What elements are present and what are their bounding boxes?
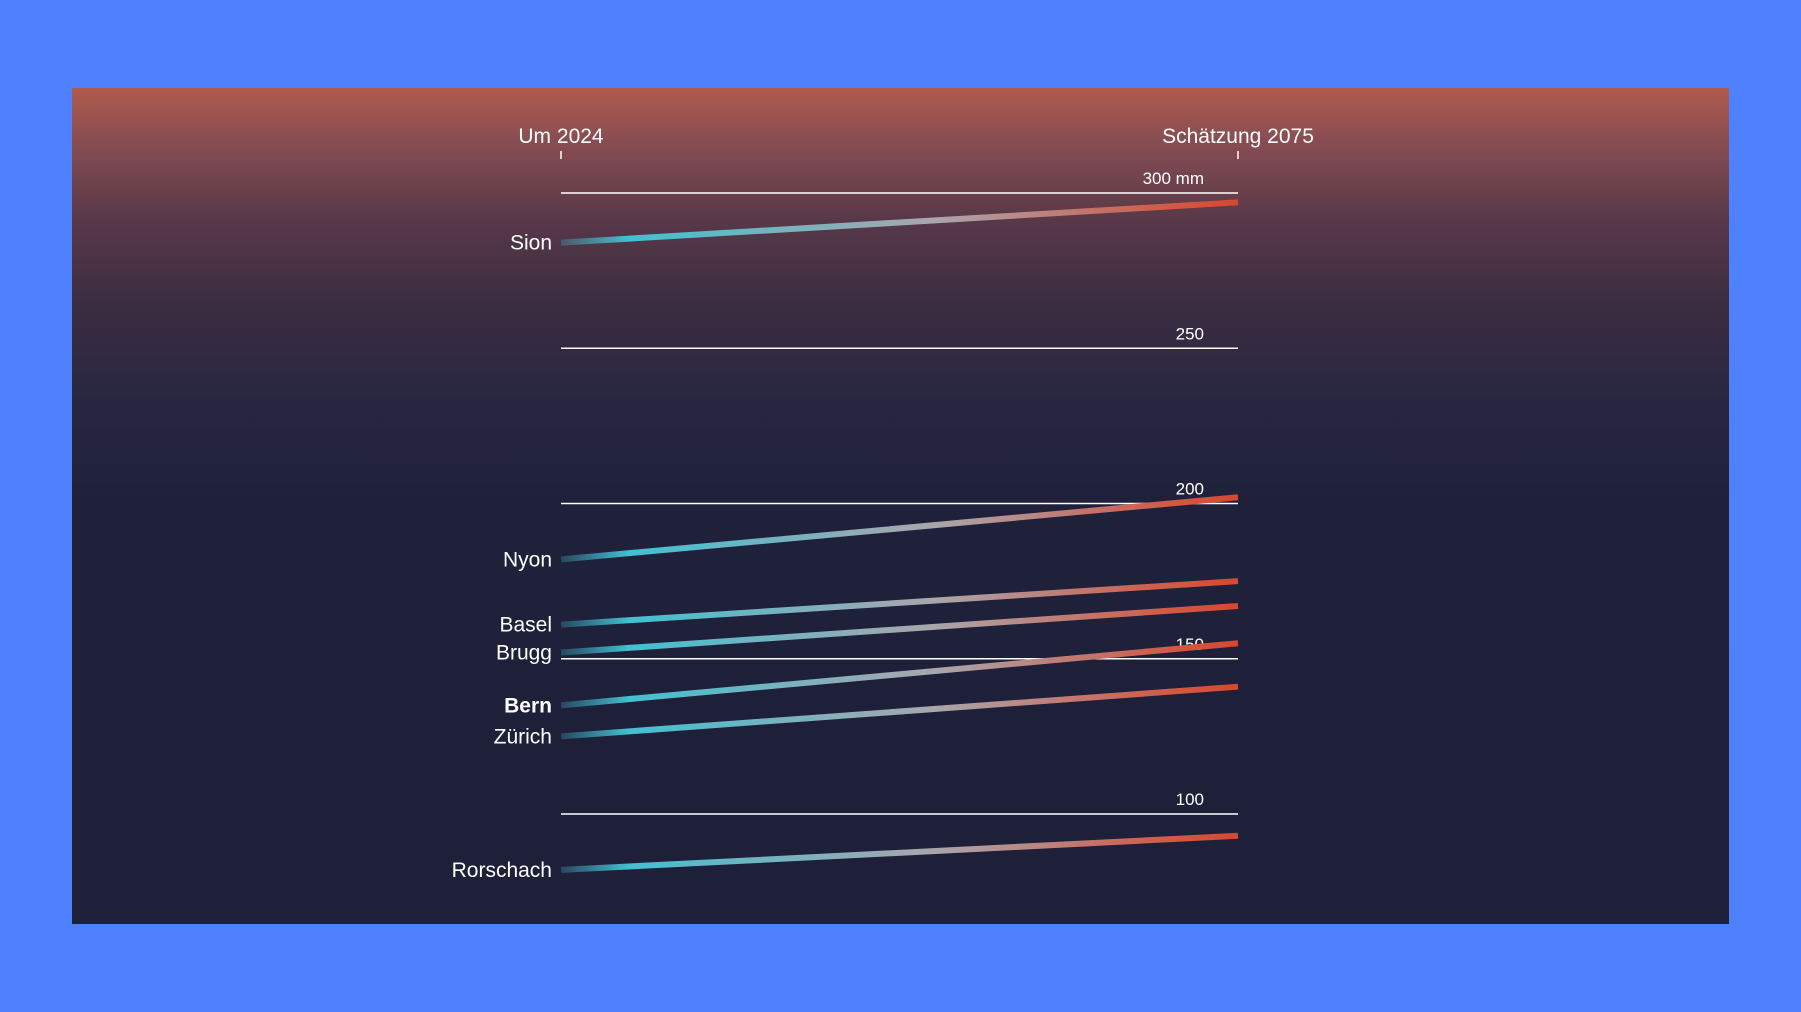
series-label-sion: Sion: [510, 232, 552, 255]
series-label-nyon: Nyon: [503, 548, 552, 571]
series-line-rorschach: [560, 832, 1239, 873]
series-label-rorschach: Rorschach: [452, 859, 552, 882]
column-label-end: Schätzung 2075: [1162, 125, 1314, 148]
column-label-start: Um 2024: [518, 125, 604, 148]
series-line-zürich: [560, 683, 1239, 740]
series-line-basel: [560, 578, 1239, 628]
series-line-brugg: [560, 602, 1239, 656]
series-label-brugg: Brugg: [496, 642, 552, 665]
series-line-bern: [560, 640, 1239, 709]
series-label-zürich: Zürich: [494, 725, 552, 748]
series-line-nyon: [560, 494, 1239, 563]
column-headers: Um 2024 Schätzung 2075: [518, 125, 1314, 159]
tick-label-200: 200: [1176, 480, 1204, 499]
series-label-basel: Basel: [499, 614, 552, 637]
series-lines: [560, 199, 1239, 873]
series-line-sion: [560, 199, 1239, 246]
tick-label-300: 300 mm: [1143, 169, 1204, 188]
tick-label-250: 250: [1176, 324, 1204, 343]
chart-frame: [72, 88, 1729, 924]
tick-label-100: 100: [1176, 790, 1204, 809]
series-label-bern: Bern: [504, 694, 552, 717]
series-labels: Sion Nyon Basel Brugg Bern Zürich Rorschach: [452, 232, 552, 882]
